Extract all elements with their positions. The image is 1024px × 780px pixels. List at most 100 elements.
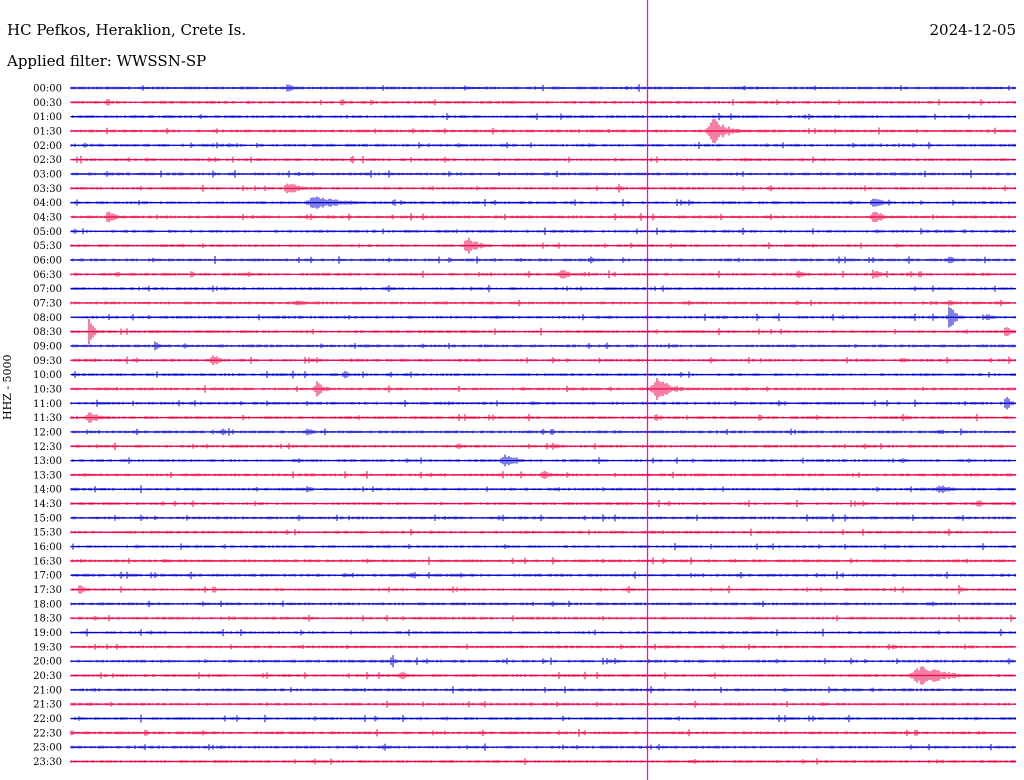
trace-signal-1430 (70, 499, 1016, 508)
trace-signal-0930 (70, 355, 1016, 365)
trace-signal-0700 (70, 284, 1016, 293)
trace-signal-0300 (70, 170, 1016, 178)
time-label-0230: 02:30 (33, 155, 62, 166)
time-label-2300: 23:00 (33, 743, 62, 754)
trace-signal-2130 (70, 700, 1016, 708)
time-label-0400: 04:00 (33, 198, 62, 209)
trace-signal-1500 (70, 514, 1016, 522)
time-label-1830: 18:30 (33, 614, 62, 625)
trace-signal-0030 (70, 99, 1016, 106)
time-label-0930: 09:30 (33, 356, 62, 367)
trace-signal-1800 (70, 600, 1016, 608)
time-label-0130: 01:30 (33, 126, 62, 137)
trace-signal-2230 (70, 729, 1016, 737)
trace-signal-0500 (70, 227, 1016, 235)
trace-signal-1700 (70, 571, 1016, 579)
trace-signal-1900 (70, 628, 1016, 637)
trace-signal-2330 (70, 758, 1016, 765)
time-label-0530: 05:30 (33, 241, 62, 252)
time-label-0030: 00:30 (33, 98, 62, 109)
time-label-2330: 23:30 (33, 757, 62, 768)
time-label-0830: 08:30 (33, 327, 62, 338)
time-label-1900: 19:00 (33, 628, 62, 639)
time-label-0300: 03:00 (33, 169, 62, 180)
trace-signal-1730 (70, 585, 1016, 595)
trace-signal-0400 (70, 196, 1016, 209)
trace-signal-0630 (70, 269, 1016, 279)
trace-signal-0900 (70, 341, 1016, 351)
trace-signal-0830 (70, 318, 1016, 345)
time-label-2200: 22:00 (33, 714, 62, 725)
time-label-1200: 12:00 (33, 427, 62, 438)
trace-signal-0430 (70, 211, 1016, 223)
time-label-2030: 20:30 (33, 671, 62, 682)
trace-signal-0130 (70, 118, 1016, 144)
time-label-1930: 19:30 (33, 642, 62, 653)
trace-signal-1030 (70, 378, 1016, 400)
time-label-1330: 13:30 (33, 470, 62, 481)
time-label-2130: 21:30 (33, 700, 62, 711)
time-label-0600: 06:00 (33, 255, 62, 266)
trace-signal-1200 (70, 428, 1016, 436)
time-label-2230: 22:30 (33, 728, 62, 739)
time-label-2000: 20:00 (33, 657, 62, 668)
trace-signal-2030 (70, 666, 1016, 685)
time-label-0900: 09:00 (33, 341, 62, 352)
trace-signal-2300 (70, 743, 1016, 751)
trace-signal-0200 (70, 141, 1016, 149)
record-date: 2024-12-05 (929, 21, 1016, 39)
time-label-0730: 07:30 (33, 298, 62, 309)
trace-signal-2100 (70, 686, 1016, 694)
time-label-0000: 00:00 (33, 84, 62, 95)
trace-signal-2000 (70, 655, 1016, 668)
trace-signal-1600 (70, 543, 1016, 550)
filter-label: Applied filter: WWSSN-SP (7, 52, 207, 70)
time-label-0100: 01:00 (33, 112, 62, 123)
time-label-0500: 05:00 (33, 227, 62, 238)
trace-signal-0000 (70, 84, 1016, 92)
trace-signal-1230 (70, 442, 1016, 450)
time-label-1230: 12:30 (33, 442, 62, 453)
trace-signal-1000 (70, 370, 1016, 379)
trace-signal-0330 (70, 183, 1016, 194)
trace-signal-0600 (70, 256, 1016, 264)
trace-signal-0230 (70, 155, 1016, 164)
time-label-group: 00:00 00:30 01:00 01:30 02:00 02:30 03:00 03:30… (33, 84, 62, 769)
time-label-1430: 14:30 (33, 499, 62, 510)
time-label-0200: 02:00 (33, 141, 62, 152)
time-label-1800: 18:00 (33, 599, 62, 610)
trace-signal-2200 (70, 714, 1016, 723)
time-label-1630: 16:30 (33, 556, 62, 567)
trace-signal-1630 (70, 556, 1016, 565)
time-label-1000: 10:00 (33, 370, 62, 381)
time-label-0700: 07:00 (33, 284, 62, 295)
trace-signal-0100 (70, 113, 1016, 121)
time-label-1130: 11:30 (33, 413, 62, 424)
time-label-0330: 03:30 (33, 184, 62, 195)
trace-signal-0800 (70, 307, 1016, 328)
time-label-0430: 04:30 (33, 212, 62, 223)
time-label-1700: 17:00 (33, 571, 62, 582)
time-label-1300: 13:00 (33, 456, 62, 467)
trace-signal-1930 (70, 644, 1016, 650)
trace-signal-1300 (70, 454, 1016, 467)
time-label-1600: 16:00 (33, 542, 62, 553)
trace-signal-1530 (70, 528, 1016, 536)
trace-signal-1330 (70, 470, 1016, 479)
trace-signal-0530 (70, 237, 1016, 254)
time-label-1530: 15:30 (33, 528, 62, 539)
station-title: HC Pefkos, Heraklion, Crete Is. (7, 21, 247, 39)
time-label-1400: 14:00 (33, 485, 62, 496)
time-label-0800: 08:00 (33, 313, 62, 324)
time-label-1730: 17:30 (33, 585, 62, 596)
trace-signal-1830 (70, 614, 1016, 622)
time-label-1500: 15:00 (33, 513, 62, 524)
trace-signal-1130 (70, 412, 1016, 423)
time-label-2100: 21:00 (33, 685, 62, 696)
trace-group (70, 84, 1016, 765)
trace-signal-0730 (70, 299, 1016, 307)
trace-signal-1100 (70, 397, 1016, 410)
trace-signal-1400 (70, 485, 1016, 494)
time-label-1030: 10:30 (33, 384, 62, 395)
